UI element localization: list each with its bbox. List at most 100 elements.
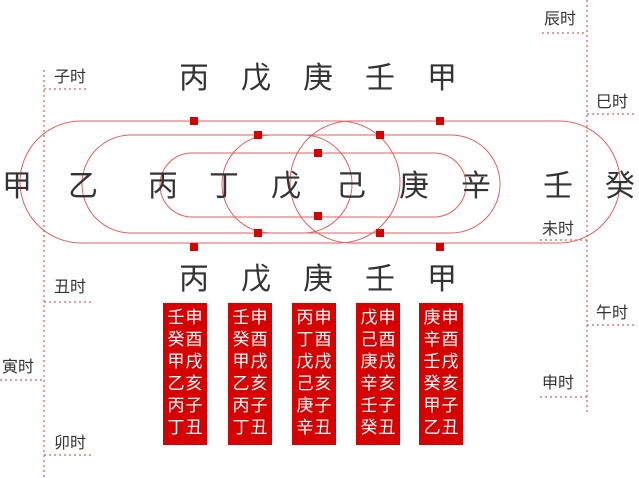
box-char: 壬	[423, 352, 441, 372]
box-right-column: 申 酉 戌 亥 子 丑	[440, 307, 460, 439]
box-char: 亥	[441, 374, 459, 394]
box-char: 庚	[296, 396, 314, 416]
box-char: 癸	[232, 330, 250, 350]
marker	[254, 229, 262, 237]
main-stem: 戊	[271, 169, 301, 204]
hour-box: 丙 丁 戊 己 庚 辛 申 酉 戌 亥 子 丑	[292, 303, 336, 445]
top-stem: 庚	[303, 61, 333, 96]
marker	[436, 117, 444, 125]
main-stem: 己	[336, 169, 366, 204]
box-char: 甲	[167, 352, 185, 372]
box-right-column: 申 酉 戌 亥 子 丑	[184, 307, 204, 439]
box-char: 亥	[378, 374, 396, 394]
box-char: 戌	[441, 352, 459, 372]
time-label-mao: 卯时	[54, 433, 87, 452]
box-char: 丙	[296, 308, 314, 328]
time-label-shen: 申时	[542, 373, 575, 392]
marker	[436, 243, 444, 251]
box-char: 戊	[360, 308, 378, 328]
box-char: 申	[441, 308, 459, 328]
top-stem: 甲	[427, 61, 457, 96]
time-label-chou: 丑时	[54, 277, 87, 296]
box-char: 子	[250, 396, 268, 416]
box-char: 丁	[296, 330, 314, 350]
box-char: 酉	[378, 330, 396, 350]
box-left-column: 壬 癸 甲 乙 丙 丁	[166, 307, 186, 439]
box-char: 子	[314, 396, 332, 416]
box-char: 戌	[378, 352, 396, 372]
box-char: 癸	[423, 374, 441, 394]
box-char: 酉	[185, 330, 203, 350]
box-char: 壬	[360, 396, 378, 416]
marker	[254, 131, 262, 139]
top-stem: 丙	[179, 61, 209, 96]
time-label-zi: 子时	[54, 67, 87, 86]
box-left-column: 戊 己 庚 辛 壬 癸	[359, 307, 379, 439]
box-char: 壬	[167, 308, 185, 328]
box-char: 申	[314, 308, 332, 328]
middle-left-loop	[81, 134, 353, 234]
bottom-stem: 庚	[303, 262, 333, 297]
box-char: 乙	[232, 374, 250, 394]
box-char: 癸	[167, 330, 185, 350]
box-char: 甲	[423, 396, 441, 416]
box-char: 辛	[296, 418, 314, 438]
middle-right-loop	[221, 134, 501, 234]
box-char: 己	[296, 374, 314, 394]
hour-box: 庚 辛 壬 癸 甲 乙 申 酉 戌 亥 子 丑	[419, 303, 463, 445]
bottom-stem: 戊	[241, 262, 271, 297]
time-label-chen: 辰时	[544, 9, 577, 28]
box-right-column: 申 酉 戌 亥 子 丑	[313, 307, 333, 439]
box-char: 庚	[423, 308, 441, 328]
main-stem: 丙	[148, 169, 178, 204]
box-char: 甲	[232, 352, 250, 372]
box-char: 癸	[360, 418, 378, 438]
box-char: 戌	[250, 352, 268, 372]
box-char: 亥	[185, 374, 203, 394]
box-char: 亥	[314, 374, 332, 394]
box-char: 丑	[250, 418, 268, 438]
box-char: 申	[185, 308, 203, 328]
box-char: 丁	[232, 418, 250, 438]
box-char: 丙	[232, 396, 250, 416]
outer-left-loop	[19, 120, 401, 244]
box-char: 己	[360, 330, 378, 350]
bottom-stem: 丙	[179, 262, 209, 297]
box-char: 戊	[296, 352, 314, 372]
hour-box: 壬 癸 甲 乙 丙 丁 申 酉 戌 亥 子 丑	[163, 303, 207, 445]
box-char: 丑	[185, 418, 203, 438]
main-stem: 癸	[605, 169, 635, 204]
marker	[314, 149, 322, 157]
marker	[376, 229, 384, 237]
box-left-column: 壬 癸 甲 乙 丙 丁	[231, 307, 251, 439]
bottom-stem: 甲	[427, 262, 457, 297]
box-char: 壬	[232, 308, 250, 328]
box-char: 子	[441, 396, 459, 416]
main-stem: 庚	[399, 169, 429, 204]
main-stem: 丁	[209, 169, 239, 204]
box-char: 辛	[360, 374, 378, 394]
box-left-column: 丙 丁 戊 己 庚 辛	[295, 307, 315, 439]
box-char: 丑	[314, 418, 332, 438]
box-char: 丁	[167, 418, 185, 438]
time-label-wu: 午时	[596, 303, 629, 322]
outer-right-loop	[289, 120, 621, 244]
box-char: 申	[250, 308, 268, 328]
main-stem: 壬	[543, 169, 573, 204]
box-char: 丙	[167, 396, 185, 416]
box-right-column: 申 酉 戌 亥 子 丑	[377, 307, 397, 439]
marker	[376, 131, 384, 139]
top-stem: 戊	[241, 61, 271, 96]
top-stem: 壬	[365, 61, 395, 96]
hour-box: 壬 癸 甲 乙 丙 丁 申 酉 戌 亥 子 丑	[228, 303, 272, 445]
box-char: 酉	[250, 330, 268, 350]
box-char: 子	[185, 396, 203, 416]
box-char: 乙	[167, 374, 185, 394]
hour-box: 戊 己 庚 辛 壬 癸 申 酉 戌 亥 子 丑	[356, 303, 400, 445]
marker	[314, 212, 322, 220]
box-char: 酉	[441, 330, 459, 350]
marker	[190, 117, 198, 125]
box-char: 子	[378, 396, 396, 416]
box-right-column: 申 酉 戌 亥 子 丑	[249, 307, 269, 439]
box-char: 辛	[423, 330, 441, 350]
